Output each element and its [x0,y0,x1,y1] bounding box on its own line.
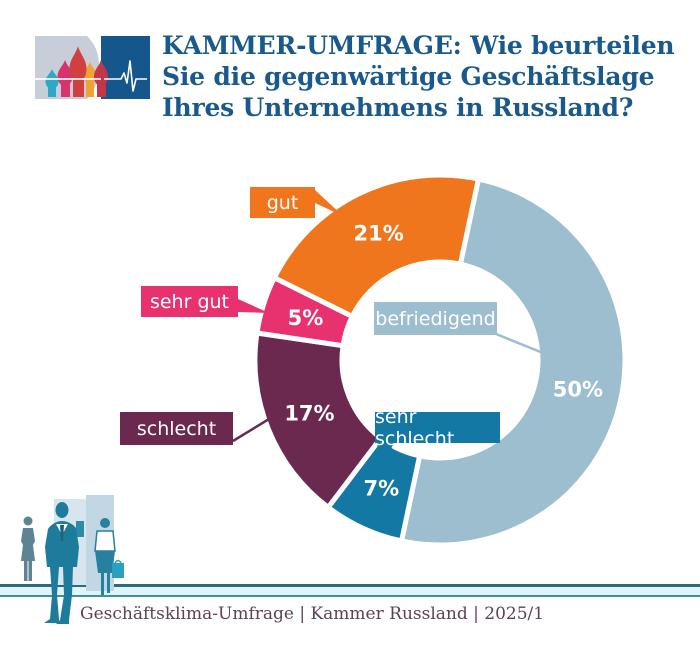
donut-slice-gut [270,172,482,320]
footer-divider-thin [0,595,700,597]
slice-percent-label-sehr-schlecht: 7% [363,477,399,501]
kammer-logo-icon [35,36,150,99]
title-line-2: Sie die gegenwärtige Geschäftslage [162,62,655,91]
pulse-line-icon [104,60,147,92]
page-title: KAMMER-UMFRAGE: Wie beurteilen Sie die g… [162,30,692,123]
woman-left-silhouette [21,516,35,581]
source-caption: Geschäftsklima-Umfrage | Kammer Russland… [80,604,545,624]
footer-divider-dark [0,584,700,587]
title-line-3: Ihres Unternehmens in Russland? [162,93,634,122]
befriedigend-callout-line [495,332,544,355]
donut-slice-befriedigend [398,176,628,548]
callout-label-gut: gut [250,187,315,218]
gut-callout-pointer [315,190,343,216]
slice-percent-label-befriedigend: 50% [553,378,603,402]
sehr-schlecht-callout-pointer [377,443,394,468]
man-silhouette [44,502,79,624]
callout-label-sehr-gut: sehr gut [141,286,238,317]
callout-connectors [232,190,544,468]
donut-slice-schlecht [252,330,385,511]
callout-label-schlecht: schlecht [120,412,233,445]
business-people-silhouettes-icon [21,495,124,624]
woman-right-silhouette [94,518,124,595]
callout-text-sehr-gut: sehr gut [149,290,230,313]
slice-percent-label-gut: 21% [353,221,403,245]
callout-text-gut: gut [266,191,299,214]
slice-percent-label-sehr-gut: 5% [288,306,324,330]
callout-label-befriedigend: befriedigend [374,302,497,335]
callout-text-sehr-schlecht: sehr schlecht [375,405,455,450]
schlecht-callout-line [232,417,270,443]
donut-slices: 50% 7% 17% 5% 21% [252,172,628,548]
footer-divider-pale [0,587,700,595]
callout-text-befriedigend: befriedigend [375,307,496,330]
sehr-gut-callout-pointer [238,299,269,313]
slice-percent-label-schlecht: 17% [284,402,334,426]
title-line-1: KAMMER-UMFRAGE: Wie beurteilen [162,31,675,60]
callout-label-sehr-schlecht: sehr schlecht [375,406,500,450]
callout-text-schlecht: schlecht [136,417,217,440]
